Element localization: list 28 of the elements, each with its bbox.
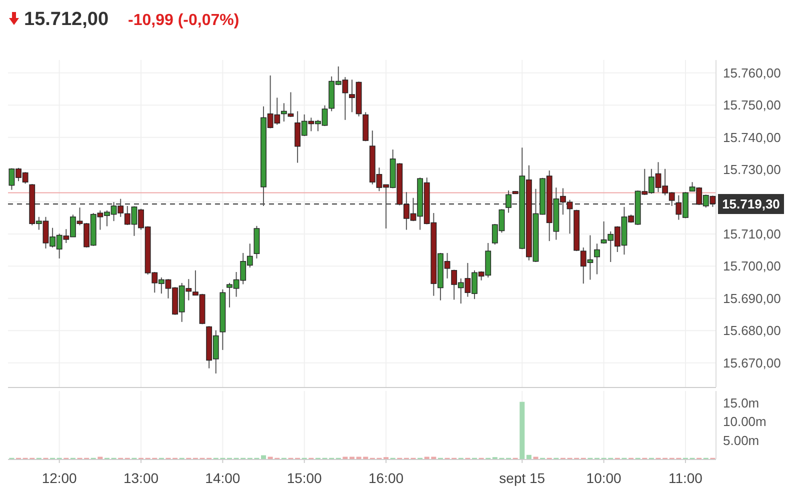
chart-title: 15.712,00 [24, 9, 109, 30]
ref-line-label: 15.719,30 [722, 196, 780, 212]
y-tick-label: 15.670,00 [723, 355, 781, 370]
y-tick-label: 10.00m [723, 414, 766, 430]
y-tick-label: 15.710,00 [723, 226, 781, 242]
y-tick-label: 15.750,00 [723, 98, 781, 113]
x-tick-label: 13:00 [123, 470, 159, 486]
y-tick-label: 15.690,00 [723, 290, 781, 306]
x-tick-label: sept 15 [499, 470, 546, 486]
y-tick-label: 15.760,00 [723, 65, 781, 80]
candlestick [506, 190, 512, 214]
bar [520, 402, 525, 459]
y-tick-label: 15.680,00 [723, 323, 781, 338]
bar [526, 454, 532, 459]
y-tick-label: 15.700,00 [723, 258, 781, 274]
y-tick-label: 15.740,00 [723, 130, 781, 145]
x-tick-label: 16:00 [368, 470, 404, 486]
chart-subtitle: -10,99 (-0,07%) [128, 12, 240, 29]
candlestick [594, 243, 600, 275]
y-tick-label: 15.730,00 [723, 162, 781, 178]
x-tick-label: 15:00 [286, 470, 322, 486]
x-tick-label: 12:00 [42, 470, 78, 486]
x-tick-label: 11:00 [668, 470, 703, 486]
y-tick-label: 15.0m [723, 396, 760, 411]
x-tick-label: 10:00 [586, 470, 622, 486]
bar [261, 455, 266, 459]
x-tick-label: 14:00 [205, 470, 240, 486]
y-tick-label: 5.00m [723, 432, 760, 448]
